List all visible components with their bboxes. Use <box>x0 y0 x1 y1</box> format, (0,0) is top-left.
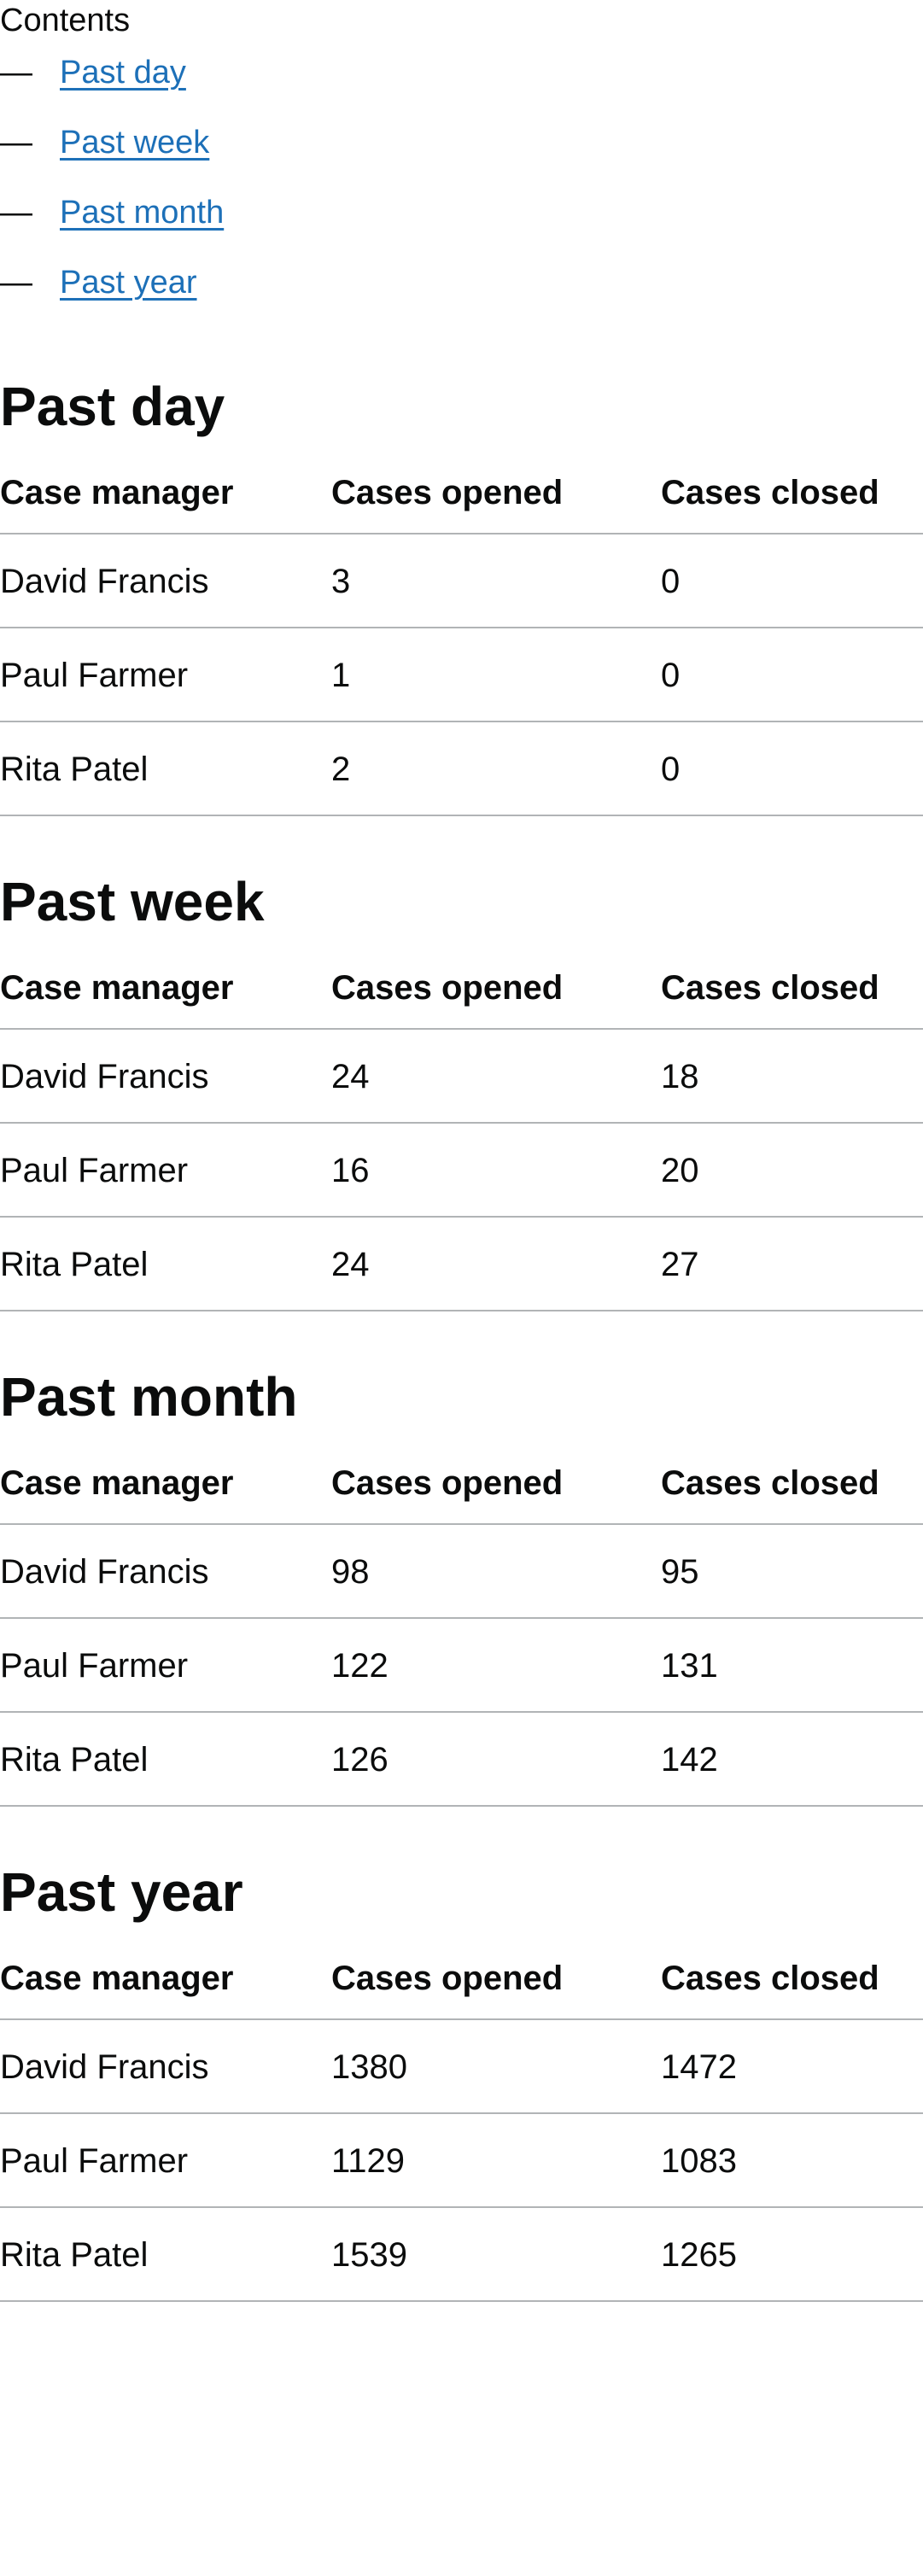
cases-table-past-month: Case manager Cases opened Cases closed D… <box>0 1463 923 1807</box>
case-manager-cell: David Francis <box>0 1524 331 1619</box>
column-header-cases-opened: Cases opened <box>331 473 661 534</box>
cases-closed-cell: 20 <box>661 1123 923 1218</box>
cases-closed-cell: 0 <box>661 721 923 816</box>
contents-item-past-day: — Past day <box>0 53 923 109</box>
contents-item-past-week: — Past week <box>0 123 923 179</box>
section-past-month: Past month Case manager Cases opened Cas… <box>0 1366 923 1807</box>
cases-opened-cell: 1129 <box>331 2113 661 2208</box>
contents-dash: — <box>0 195 32 231</box>
contents-item-past-month: — Past month <box>0 193 923 249</box>
column-header-case-manager: Case manager <box>0 1959 331 2020</box>
column-header-cases-closed: Cases closed <box>661 1463 923 1525</box>
table-row: David Francis 3 0 <box>0 534 923 628</box>
section-title-past-week: Past week <box>0 871 265 932</box>
section-title-past-month: Past month <box>0 1366 298 1428</box>
cases-closed-cell: 18 <box>661 1029 923 1124</box>
case-manager-cell: Paul Farmer <box>0 1618 331 1713</box>
cases-opened-cell: 122 <box>331 1618 661 1713</box>
contents-dash: — <box>0 125 32 161</box>
case-manager-cell: Paul Farmer <box>0 1123 331 1218</box>
contents-dash: — <box>0 265 32 301</box>
case-manager-cell: Rita Patel <box>0 2207 331 2302</box>
cases-closed-cell: 0 <box>661 534 923 628</box>
table-row: Paul Farmer 122 131 <box>0 1618 923 1713</box>
table-header-row: Case manager Cases opened Cases closed <box>0 1463 923 1525</box>
column-header-cases-opened: Cases opened <box>331 1959 661 2020</box>
table-row: Rita Patel 24 27 <box>0 1217 923 1311</box>
contents-link-past-month[interactable]: Past month <box>60 195 225 231</box>
cases-closed-cell: 1265 <box>661 2207 923 2302</box>
cases-closed-cell: 95 <box>661 1524 923 1619</box>
cases-closed-cell: 1472 <box>661 2019 923 2114</box>
table-row: David Francis 98 95 <box>0 1524 923 1619</box>
column-header-case-manager: Case manager <box>0 473 331 534</box>
contents-navigation: Contents — Past day — Past week — Past m… <box>0 0 923 319</box>
cases-opened-cell: 16 <box>331 1123 661 1218</box>
section-title-past-day: Past day <box>0 376 225 437</box>
cases-table-past-day: Case manager Cases opened Cases closed D… <box>0 473 923 816</box>
contents-link-past-day[interactable]: Past day <box>60 55 186 91</box>
cases-closed-cell: 131 <box>661 1618 923 1713</box>
table-row: Rita Patel 126 142 <box>0 1712 923 1807</box>
cases-opened-cell: 3 <box>331 534 661 628</box>
cases-table-past-week: Case manager Cases opened Cases closed D… <box>0 968 923 1311</box>
cases-opened-cell: 98 <box>331 1524 661 1619</box>
table-row: David Francis 1380 1472 <box>0 2019 923 2114</box>
column-header-cases-closed: Cases closed <box>661 473 923 534</box>
table-row: Paul Farmer 16 20 <box>0 1123 923 1218</box>
case-manager-cell: Rita Patel <box>0 1712 331 1807</box>
cases-opened-cell: 1 <box>331 628 661 722</box>
cases-table-past-year: Case manager Cases opened Cases closed D… <box>0 1959 923 2302</box>
case-manager-cell: David Francis <box>0 534 331 628</box>
contents-item-past-year: — Past year <box>0 263 923 319</box>
section-title-past-year: Past year <box>0 1861 243 1923</box>
case-manager-cell: David Francis <box>0 2019 331 2114</box>
cases-closed-cell: 0 <box>661 628 923 722</box>
case-manager-cell: Paul Farmer <box>0 628 331 722</box>
table-row: Paul Farmer 1129 1083 <box>0 2113 923 2208</box>
table-header-row: Case manager Cases opened Cases closed <box>0 473 923 534</box>
contents-link-past-week[interactable]: Past week <box>60 125 210 161</box>
column-header-cases-closed: Cases closed <box>661 1959 923 2020</box>
table-row: Paul Farmer 1 0 <box>0 628 923 722</box>
case-manager-cell: Rita Patel <box>0 1217 331 1311</box>
cases-opened-cell: 24 <box>331 1029 661 1124</box>
column-header-cases-opened: Cases opened <box>331 968 661 1030</box>
cases-opened-cell: 126 <box>331 1712 661 1807</box>
table-header-row: Case manager Cases opened Cases closed <box>0 968 923 1030</box>
section-past-year: Past year Case manager Cases opened Case… <box>0 1861 923 2302</box>
table-row: Rita Patel 2 0 <box>0 721 923 816</box>
cases-opened-cell: 2 <box>331 721 661 816</box>
column-header-case-manager: Case manager <box>0 1463 331 1525</box>
section-past-week: Past week Case manager Cases opened Case… <box>0 871 923 1311</box>
case-manager-cell: Rita Patel <box>0 721 331 816</box>
cases-opened-cell: 1380 <box>331 2019 661 2114</box>
table-row: David Francis 24 18 <box>0 1029 923 1124</box>
table-row: Rita Patel 1539 1265 <box>0 2207 923 2302</box>
contents-dash: — <box>0 55 32 91</box>
cases-opened-cell: 24 <box>331 1217 661 1311</box>
cases-closed-cell: 1083 <box>661 2113 923 2208</box>
section-past-day: Past day Case manager Cases opened Cases… <box>0 376 923 816</box>
column-header-case-manager: Case manager <box>0 968 331 1030</box>
contents-list: — Past day — Past week — Past month — Pa… <box>0 53 923 319</box>
cases-closed-cell: 27 <box>661 1217 923 1311</box>
contents-title: Contents <box>0 3 131 38</box>
column-header-cases-closed: Cases closed <box>661 968 923 1030</box>
table-header-row: Case manager Cases opened Cases closed <box>0 1959 923 2020</box>
column-header-cases-opened: Cases opened <box>331 1463 661 1525</box>
case-manager-cell: David Francis <box>0 1029 331 1124</box>
case-manager-cell: Paul Farmer <box>0 2113 331 2208</box>
cases-closed-cell: 142 <box>661 1712 923 1807</box>
contents-link-past-year[interactable]: Past year <box>60 265 197 301</box>
cases-opened-cell: 1539 <box>331 2207 661 2302</box>
